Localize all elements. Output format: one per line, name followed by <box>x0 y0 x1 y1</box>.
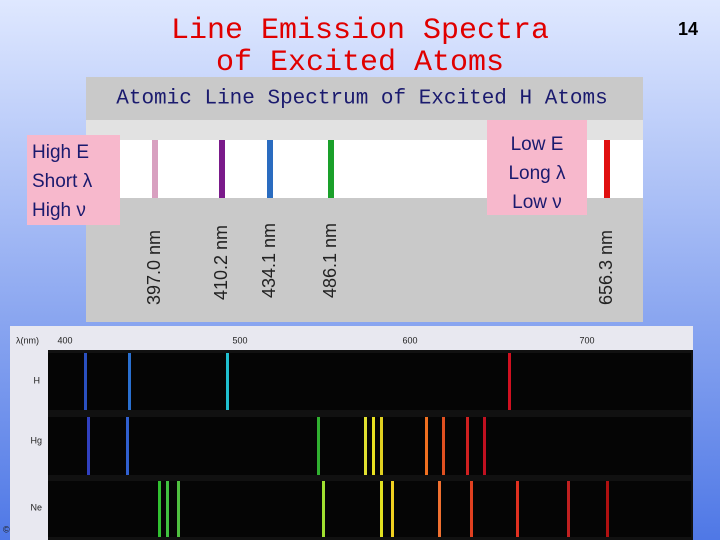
spectrum-strip <box>48 481 691 537</box>
emission-line <box>87 417 90 475</box>
box-line: Short λ <box>32 171 93 192</box>
emission-line <box>226 353 229 410</box>
spectra-photo: λ(nm) 400 500 600 700 H Hg Ne <box>10 326 693 540</box>
emission-line <box>364 417 367 475</box>
line-label: 434.1 nm <box>259 223 279 298</box>
box-line: High E <box>32 142 89 163</box>
figure-title: Atomic Line Spectrum of Excited H Atoms <box>116 88 607 111</box>
high-box: High E Short λ High ν <box>27 135 120 225</box>
spectral-line <box>267 140 273 198</box>
emission-line <box>380 481 383 537</box>
title-line: of Excited Atoms <box>216 46 504 80</box>
row-label: H <box>34 375 41 385</box>
emission-line <box>442 417 445 475</box>
spectral-line <box>152 140 158 198</box>
spectrum-strip <box>48 353 691 410</box>
row-label: Hg <box>30 435 42 445</box>
line-label: 397.0 nm <box>144 230 164 305</box>
emission-line <box>177 481 180 537</box>
emission-line <box>391 481 394 537</box>
emission-line <box>466 417 469 475</box>
box-line: Low E <box>511 134 564 155</box>
line-label: 486.1 nm <box>320 223 340 298</box>
row-label: Ne <box>30 502 42 512</box>
axis-label: λ(nm) <box>16 335 39 345</box>
emission-line <box>567 481 570 537</box>
copyright: © <box>3 524 10 534</box>
emission-line <box>508 353 511 410</box>
photo-margin <box>10 326 48 540</box>
low-box: Low E Long λ Low ν <box>487 120 587 215</box>
box-line: High ν <box>32 200 86 221</box>
axis-tick: 700 <box>579 335 594 345</box>
emission-line <box>516 481 519 537</box>
emission-line <box>126 417 129 475</box>
emission-line <box>317 417 320 475</box>
spectrum-strip <box>48 417 691 475</box>
emission-line <box>372 417 375 475</box>
slide-number: 14 <box>678 19 698 39</box>
spectral-line <box>328 140 334 198</box>
axis-tick: 600 <box>402 335 417 345</box>
emission-line <box>158 481 161 537</box>
emission-line <box>483 417 486 475</box>
axis-tick: 400 <box>57 335 72 345</box>
photo-margin <box>48 326 693 350</box>
axis-tick: 500 <box>232 335 247 345</box>
line-label: 410.2 nm <box>211 225 231 300</box>
emission-line <box>438 481 441 537</box>
title-line: Line Emission Spectra <box>171 14 549 48</box>
box <box>27 135 120 225</box>
emission-line <box>380 417 383 475</box>
line-label: 656.3 nm <box>596 230 616 305</box>
box-line: Long λ <box>508 163 566 184</box>
box-line: Low ν <box>512 192 562 213</box>
emission-line <box>128 353 131 410</box>
emission-line <box>470 481 473 537</box>
spectral-line <box>219 140 225 198</box>
spectral-line <box>604 140 610 198</box>
emission-line <box>166 481 169 537</box>
emission-line <box>425 417 428 475</box>
emission-line <box>322 481 325 537</box>
emission-line <box>84 353 87 410</box>
box <box>487 120 587 215</box>
emission-line <box>606 481 609 537</box>
